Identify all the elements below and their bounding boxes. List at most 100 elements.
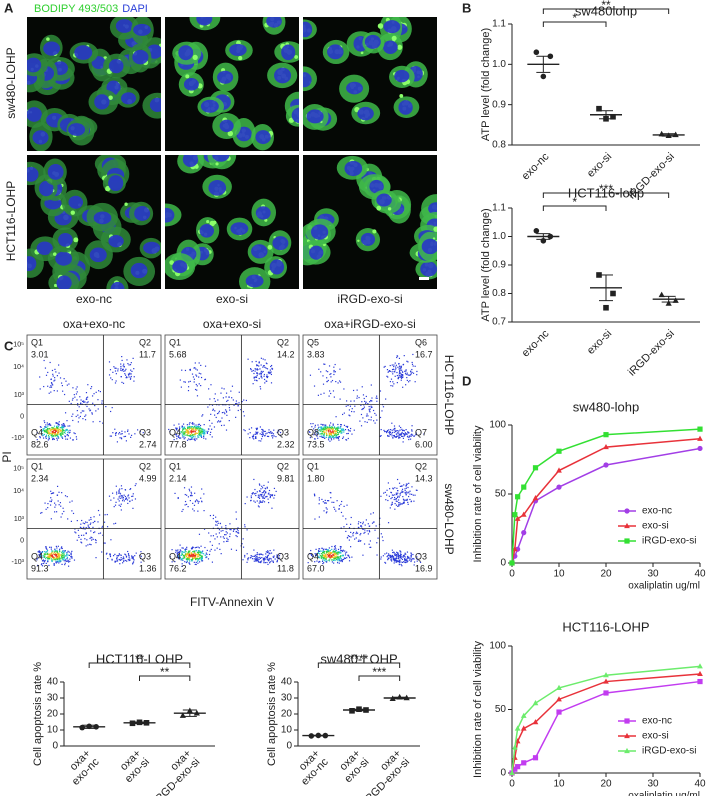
event-dot	[256, 432, 258, 434]
event-dot	[351, 556, 353, 558]
event-dot	[83, 526, 85, 528]
event-dot	[123, 557, 125, 559]
event-dot	[126, 560, 128, 562]
event-dot	[186, 494, 188, 496]
event-dot	[329, 430, 331, 432]
event-dot	[77, 529, 79, 531]
event-dot	[374, 529, 376, 531]
event-dot	[259, 561, 261, 563]
event-dot	[404, 432, 407, 434]
event-dot	[254, 370, 256, 372]
event-dot	[63, 393, 66, 396]
event-dot	[201, 555, 203, 557]
event-dot	[319, 435, 321, 438]
event-dot	[192, 502, 194, 504]
event-dot	[197, 510, 199, 512]
lipid-droplet	[52, 252, 57, 256]
event-dot	[340, 546, 342, 548]
event-dot	[122, 368, 124, 370]
event-dot	[183, 428, 185, 430]
event-dot	[175, 428, 178, 430]
event-dot	[55, 430, 57, 433]
event-dot	[194, 500, 197, 502]
event-dot	[256, 364, 259, 366]
event-dot	[215, 520, 217, 522]
event-dot	[90, 518, 92, 521]
event-dot	[407, 495, 410, 498]
event-dot	[44, 556, 46, 558]
event-dot	[200, 373, 202, 375]
event-dot	[257, 559, 259, 561]
flow-y-tick-label: -10³	[12, 435, 25, 442]
event-dot	[344, 552, 347, 554]
event-dot	[52, 553, 55, 555]
event-dot	[265, 556, 267, 558]
event-dot	[39, 436, 41, 438]
event-dot	[66, 556, 69, 558]
event-dot	[338, 562, 340, 564]
data-point	[540, 237, 547, 244]
quadrant-value: 16.7	[415, 349, 433, 359]
event-dot	[244, 554, 246, 557]
event-dot	[36, 564, 39, 567]
event-dot	[186, 560, 188, 562]
event-dot	[109, 553, 111, 555]
event-dot	[109, 369, 112, 371]
event-dot	[60, 430, 62, 432]
event-dot	[410, 371, 412, 373]
event-dot	[261, 433, 263, 436]
event-dot	[264, 435, 266, 437]
event-dot	[244, 502, 246, 505]
event-dot	[50, 386, 53, 388]
event-dot	[191, 558, 194, 560]
event-dot	[59, 557, 61, 559]
event-dot	[326, 560, 328, 562]
event-dot	[68, 554, 70, 556]
event-dot	[115, 491, 118, 493]
event-dot	[78, 417, 80, 419]
event-dot	[271, 507, 273, 509]
event-dot	[114, 560, 116, 562]
event-dot	[114, 382, 117, 384]
event-dot	[184, 500, 187, 503]
event-dot	[406, 372, 408, 374]
event-dot	[343, 526, 345, 528]
event-dot	[195, 558, 197, 560]
event-dot	[258, 377, 260, 380]
event-dot	[335, 559, 337, 561]
event-dot	[403, 554, 406, 556]
flow-column-title: oxa+iRGD-exo-si	[324, 317, 416, 331]
event-dot	[360, 525, 362, 527]
event-dot	[352, 531, 355, 534]
event-dot	[415, 433, 417, 435]
event-dot	[265, 376, 268, 378]
event-dot	[399, 553, 402, 555]
event-dot	[252, 383, 254, 385]
event-dot	[313, 428, 315, 430]
event-dot	[183, 556, 186, 558]
event-dot	[76, 539, 78, 541]
event-dot	[130, 377, 132, 379]
stain-blue: DAPI	[122, 3, 148, 15]
quadrant-value: 76.2	[169, 563, 187, 573]
x-tick-label: 20	[600, 569, 612, 580]
event-dot	[329, 553, 332, 555]
event-dot	[118, 490, 120, 493]
event-dot	[339, 545, 341, 548]
event-dot	[82, 400, 85, 402]
event-dot	[62, 554, 64, 557]
event-dot	[266, 363, 268, 365]
event-dot	[323, 433, 326, 435]
data-point	[509, 560, 515, 566]
event-dot	[195, 561, 197, 564]
event-dot	[398, 430, 400, 432]
event-dot	[183, 427, 185, 429]
event-dot	[175, 427, 177, 429]
event-dot	[110, 377, 112, 379]
event-dot	[271, 435, 273, 437]
event-dot	[318, 548, 321, 550]
event-dot	[198, 553, 201, 556]
event-dot	[117, 370, 119, 372]
